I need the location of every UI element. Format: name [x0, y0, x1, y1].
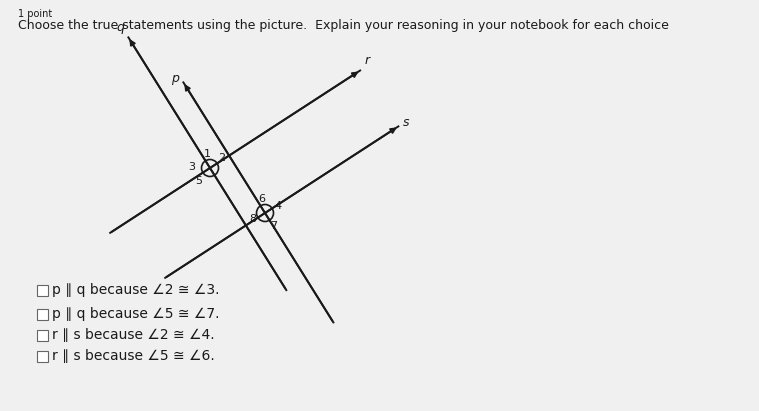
Text: Choose the true statements using the picture.  Explain your reasoning in your no: Choose the true statements using the pic… [18, 19, 669, 32]
Text: 8: 8 [249, 214, 256, 224]
Text: 3: 3 [188, 162, 195, 172]
Bar [36, 284, 48, 296]
Text: p ∥ q because ∠5 ≅ ∠7.: p ∥ q because ∠5 ≅ ∠7. [52, 307, 220, 321]
Bar [36, 351, 48, 362]
Text: 1: 1 [203, 149, 210, 159]
Text: 2: 2 [218, 153, 225, 163]
Bar [36, 309, 48, 319]
Text: 5: 5 [195, 175, 203, 186]
Text: s: s [403, 116, 410, 129]
Text: p: p [171, 72, 179, 85]
Text: 6: 6 [259, 194, 266, 204]
Text: q: q [116, 21, 124, 34]
Text: r: r [365, 54, 370, 67]
Text: 1 point: 1 point [18, 9, 52, 19]
Text: p ∥ q because ∠2 ≅ ∠3.: p ∥ q because ∠2 ≅ ∠3. [52, 283, 220, 297]
Text: 4: 4 [274, 201, 281, 211]
Text: 7: 7 [270, 221, 277, 231]
Text: r ∥ s because ∠5 ≅ ∠6.: r ∥ s because ∠5 ≅ ∠6. [52, 349, 216, 363]
Text: r ∥ s because ∠2 ≅ ∠4.: r ∥ s because ∠2 ≅ ∠4. [52, 328, 215, 342]
Bar [36, 330, 48, 340]
